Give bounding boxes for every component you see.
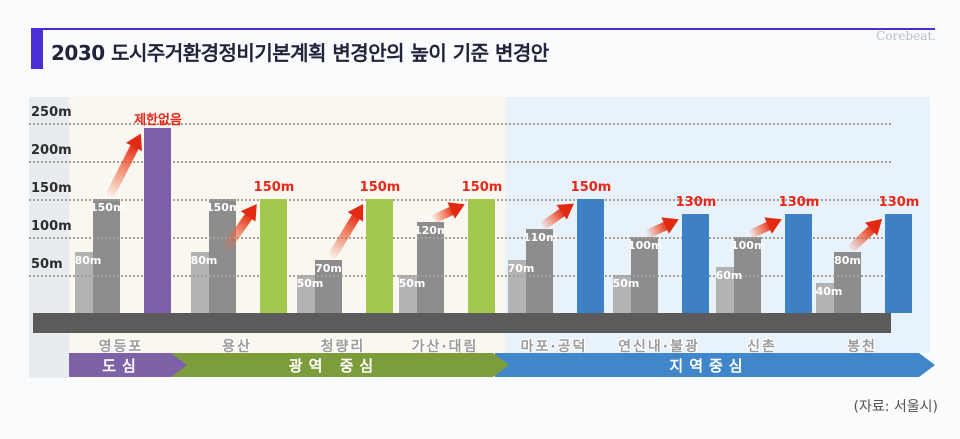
bar-before-high-label: 70m — [315, 261, 342, 275]
district-label: 신촌 — [747, 339, 777, 355]
bar-after-label: 150m — [461, 180, 503, 195]
bar-before-high-label: 110m — [523, 231, 558, 245]
bar-before-low-label: 70m — [507, 261, 535, 275]
y-tick-label: 50m — [31, 257, 63, 272]
bar-after — [785, 214, 812, 313]
bar-before-high-label: 150m — [206, 201, 241, 214]
bar-before-high — [315, 259, 342, 313]
bar-before-low-label: 50m — [612, 277, 640, 290]
bar-after-label: 150m — [570, 180, 612, 195]
title-accent-bar — [31, 30, 43, 69]
bar-before-high — [93, 199, 120, 313]
bar-after — [577, 199, 604, 313]
page-title: 2030 도시주거환경정비기본계획 변경안의 높이 기준 변경안 — [51, 41, 549, 65]
grid-line — [29, 161, 891, 163]
bar-before-low-label: 40m — [815, 284, 843, 298]
ground-bar — [33, 313, 891, 333]
title-rule — [31, 28, 935, 30]
grid-line — [29, 275, 891, 277]
section-band: 광역 중심 — [171, 353, 509, 377]
bar-before-low-label: 80m — [74, 254, 102, 268]
bar-after — [366, 199, 393, 313]
bar-before-high — [209, 199, 236, 313]
section-band: 지역중심 — [495, 353, 935, 377]
grid-line — [29, 199, 891, 201]
grid-line — [29, 237, 891, 239]
bar-before-high-label: 100m — [731, 239, 766, 252]
bar-before-low-label: 80m — [190, 254, 218, 268]
y-tick-label: 150m — [31, 181, 72, 196]
watermark: Corebeat. — [876, 29, 936, 43]
bar-after-label: 150m — [359, 180, 401, 195]
bar-after — [468, 199, 495, 313]
y-tick-label: 200m — [31, 143, 72, 158]
bar-before-high — [526, 229, 553, 313]
section-band: 도심 — [69, 353, 187, 377]
bar-before-high-label: 150m — [90, 201, 125, 214]
bar-after — [144, 128, 171, 313]
bar-after-label: 제한없음 — [134, 113, 182, 129]
bar-after — [260, 199, 287, 313]
bar-before-low-label: 50m — [398, 277, 426, 290]
district-label: 용산 — [222, 339, 252, 355]
district-label: 연신내·불광 — [618, 339, 700, 355]
bar-before-high — [834, 252, 861, 313]
bar-before-high-label: 80m — [834, 254, 861, 268]
bar-after — [682, 214, 709, 313]
bar-before-high-label: 100m — [628, 239, 663, 252]
district-label: 마포·공덕 — [520, 339, 588, 355]
bar-after-label: 150m — [253, 180, 295, 195]
district-label: 청량리 — [320, 339, 366, 355]
district-label: 영등포 — [98, 339, 144, 355]
bar-after-label: 130m — [675, 195, 717, 211]
bar-after-label: 130m — [778, 195, 820, 211]
grid-line — [29, 123, 891, 125]
bar-before-low-label: 50m — [296, 277, 324, 290]
bar-before-low-label: 60m — [715, 269, 743, 283]
bar-before-high — [417, 221, 444, 313]
bar-before-high-label: 120m — [414, 223, 449, 237]
bar-after — [885, 214, 912, 313]
bar-after-label: 130m — [878, 195, 920, 211]
district-label: 가산·대림 — [411, 339, 479, 355]
source-note: (자료: 서울시) — [853, 399, 939, 415]
y-tick-label: 100m — [31, 219, 72, 234]
district-label: 봉천 — [847, 339, 877, 355]
y-tick-label: 250m — [31, 105, 72, 120]
